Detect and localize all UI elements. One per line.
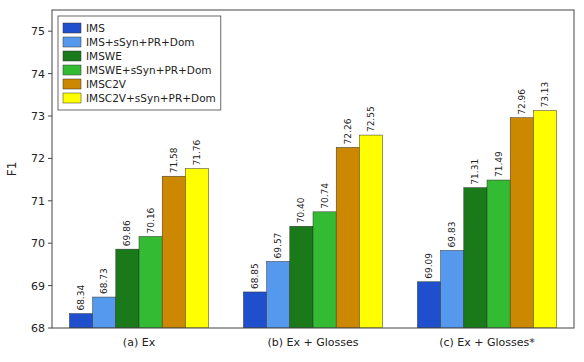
bar — [313, 212, 336, 328]
legend-swatch — [63, 79, 81, 89]
y-tick — [48, 200, 52, 201]
chart: 68.34 68.85 69.09 68.73 69.57 69.83 69.86 70.40… — [0, 0, 584, 362]
y-tick — [48, 31, 52, 32]
data-label: 71.76 — [192, 140, 202, 166]
data-label: 69.86 — [122, 220, 132, 246]
data-label: 72.26 — [343, 118, 353, 144]
legend-swatch — [63, 51, 81, 61]
bar — [533, 110, 556, 328]
bar — [336, 147, 359, 328]
bar — [267, 261, 290, 328]
legend-entry: IMSWE+sSyn+PR+Dom — [86, 64, 212, 76]
data-label: 71.31 — [470, 159, 480, 185]
legend-entry: IMS+sSyn+PR+Dom — [86, 36, 195, 48]
y-tick — [48, 243, 52, 244]
data-label: 69.83 — [447, 222, 457, 248]
legend-frame — [58, 16, 221, 110]
y-tick-label: 71 — [31, 195, 45, 208]
data-label: 70.40 — [296, 197, 306, 223]
data-label: 72.96 — [517, 89, 527, 115]
bar — [243, 292, 266, 328]
data-label: 69.09 — [424, 253, 434, 279]
legend-swatch — [63, 37, 81, 47]
legend-entry: IMS — [86, 22, 105, 34]
bar — [487, 180, 510, 328]
y-tick — [48, 328, 52, 329]
legend-entry: IMSC2V — [86, 78, 127, 90]
x-tick-label: (a) Ex — [123, 336, 156, 349]
data-label: 70.74 — [320, 183, 330, 209]
y-tick-label: 74 — [31, 68, 45, 81]
y-tick — [48, 73, 52, 74]
y-tick-label: 75 — [31, 25, 45, 38]
y-tick — [48, 158, 52, 159]
bar — [69, 314, 92, 328]
legend-entry: IMSWE — [86, 50, 122, 62]
bars — [69, 110, 556, 328]
y-tick-label: 68 — [31, 322, 45, 335]
data-label: 71.49 — [494, 151, 504, 177]
data-label: 73.13 — [540, 82, 550, 108]
legend: IMS IMS+sSyn+PR+Dom IMSWE IMSWE+sSyn+PR+Dom… — [58, 16, 221, 110]
data-label: 68.34 — [76, 285, 86, 311]
y-tick — [48, 285, 52, 286]
bar — [464, 188, 487, 328]
bar — [116, 249, 139, 328]
bar — [510, 118, 533, 328]
bar — [93, 297, 116, 328]
y-tick — [48, 116, 52, 117]
y-tick-label: 72 — [31, 152, 45, 165]
data-label: 69.57 — [273, 233, 283, 259]
bar — [162, 176, 185, 328]
y-tick-label: 73 — [31, 110, 45, 123]
bar — [185, 169, 208, 328]
legend-swatch — [63, 65, 81, 75]
y-tick-label: 70 — [31, 237, 45, 250]
legend-entry: IMSC2V+sSyn+PR+Dom — [86, 92, 216, 104]
y-axis-label: F1 — [5, 162, 19, 177]
data-label: 68.85 — [250, 263, 260, 289]
bar — [290, 226, 313, 328]
legend-swatch — [63, 93, 81, 103]
bar — [441, 250, 464, 328]
data-label: 70.16 — [146, 207, 156, 233]
x-tick-label: (b) Ex + Glosses — [267, 336, 358, 349]
legend-swatch — [63, 23, 81, 33]
bar — [417, 282, 440, 328]
data-label: 72.55 — [366, 106, 376, 132]
x-tick-label: (c) Ex + Glosses* — [439, 336, 535, 349]
data-label: 68.73 — [99, 268, 109, 294]
y-tick-label: 69 — [31, 280, 45, 293]
bar — [359, 135, 382, 328]
data-label: 71.58 — [169, 147, 179, 173]
plot-frame — [52, 10, 574, 328]
bar — [139, 236, 162, 328]
data-labels: 68.34 68.85 69.09 68.73 69.57 69.83 69.86 70.40… — [76, 82, 550, 311]
